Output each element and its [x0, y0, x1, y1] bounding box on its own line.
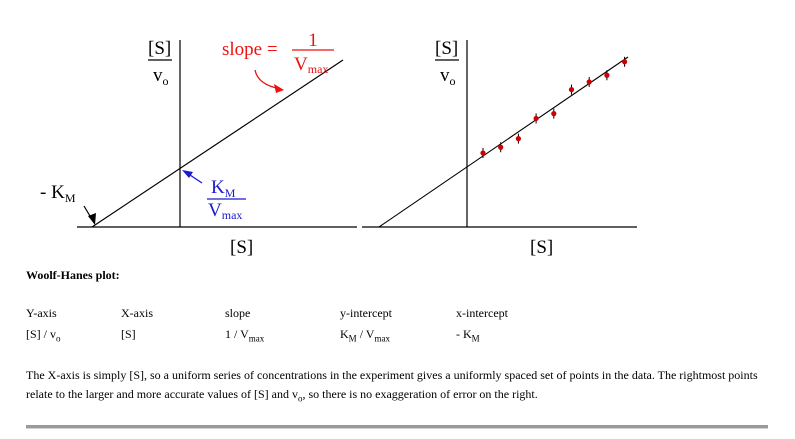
left-slope-numerator: 1 [308, 30, 318, 51]
left-y-intercept-numerator: KM [211, 177, 236, 200]
left-slope-arrowhead [274, 84, 284, 93]
left-x-intercept-arrowhead [88, 213, 96, 225]
left-slope-label: slope = [222, 39, 278, 60]
header-y-intercept: y-intercept [340, 306, 392, 320]
header-x-axis: X-axis [121, 306, 153, 320]
data-point [533, 115, 539, 122]
data-points [480, 56, 628, 158]
cell-y-intercept: KM / Vmax [340, 327, 390, 344]
cell-x-intercept: - KM [456, 327, 480, 344]
right-fit-line [378, 56, 629, 228]
section-heading: Woolf-Hanes plot: [26, 268, 120, 282]
left-fit-line [91, 59, 344, 228]
data-point [498, 144, 504, 150]
explanation-text: The X-axis is simply [S], so a uniform s… [26, 368, 758, 404]
cell-slope: 1 / Vmax [225, 327, 265, 344]
data-point [604, 72, 610, 78]
left-y-label-numerator: [S] [148, 38, 171, 59]
data-point [586, 79, 592, 85]
data-point [622, 59, 628, 65]
header-y-axis: Y-axis [26, 306, 57, 320]
left-plot: [S] vo slope = 1 Vmax - KM KM Vmax [S] [40, 30, 357, 258]
data-point [551, 111, 557, 117]
left-x-intercept-label: - KM [40, 182, 76, 205]
table-row: [S] / vo [S] 1 / Vmax KM / Vmax - KM [26, 327, 508, 349]
right-y-label-denominator: vo [440, 65, 456, 88]
data-point [568, 87, 575, 93]
right-plot: [S] vo [S] [362, 38, 637, 258]
left-y-label-denominator: vo [153, 65, 169, 88]
table-header-row: Y-axis X-axis slope y-intercept x-interc… [26, 306, 508, 327]
data-point [515, 136, 522, 142]
summary-table: Y-axis X-axis slope y-intercept x-interc… [26, 306, 508, 349]
left-y-intercept-arrowhead [182, 170, 193, 178]
left-x-label: [S] [230, 237, 253, 258]
left-slope-denominator: Vmax [294, 54, 328, 76]
figure-canvas: [S] vo slope = 1 Vmax - KM KM Vmax [S] [… [40, 30, 637, 258]
right-y-label-numerator: [S] [435, 38, 458, 59]
right-x-label: [S] [530, 237, 553, 258]
left-y-intercept-denominator: Vmax [208, 200, 242, 222]
cell-y-axis: [S] / vo [26, 327, 61, 344]
cell-x-axis: [S] [121, 327, 136, 341]
header-x-intercept: x-intercept [456, 306, 508, 320]
data-point [480, 150, 486, 156]
header-slope: slope [225, 306, 251, 320]
horizontal-rule [26, 425, 768, 429]
